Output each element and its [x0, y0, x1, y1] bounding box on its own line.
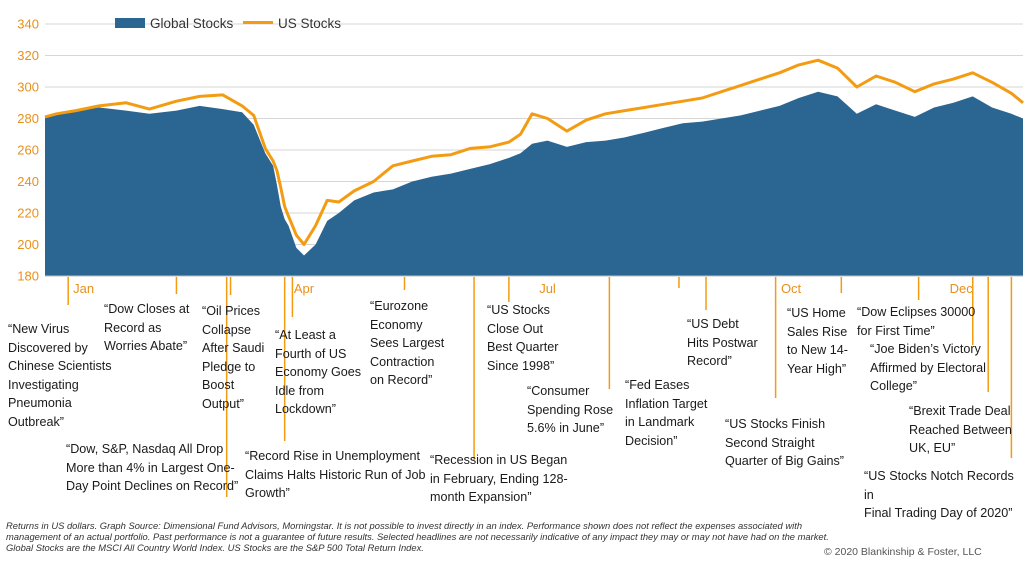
axes: 180 200 220 240 260 280 300 320 340 Jan Apr Jul Oct D…: [17, 17, 1023, 296]
headline-text: “US Stocks Finish Second Straight Quarte…: [725, 417, 844, 468]
headline-text: “New Virus Discovered by Chinese Scienti…: [8, 322, 112, 429]
headline-text: “Consumer Spending Rose 5.6% in June”: [527, 384, 614, 435]
x-tick-label: Apr: [294, 281, 315, 296]
legend-label-global: Global Stocks: [150, 16, 234, 31]
headline-text: “Dow, S&P, Nasdaq All Drop More than 4% …: [66, 442, 239, 493]
headline-text: “US Stocks Close Out Best Quarter Since …: [487, 303, 559, 373]
y-tick-label: 240: [17, 174, 39, 189]
headline-text: “Fed Eases Inflation Target in Landmark …: [625, 378, 708, 448]
headline-leader-lines: [67, 277, 1013, 497]
x-tick-label: Oct: [781, 281, 802, 296]
footnote: Returns in US dollars. Graph Source: Dim…: [6, 520, 829, 554]
headline-text: “Oil Prices Collapse After Saudi Pledge …: [202, 304, 265, 411]
headline-text: “Record Rise in Unemployment Claims Halt…: [245, 449, 426, 500]
legend-swatch-us: [243, 21, 273, 24]
headline-text: “Dow Eclipses 30000 for First Time”: [857, 305, 976, 338]
headline-text: “US Debt Hits Postwar Record”: [687, 317, 758, 368]
x-tick-label: Jul: [539, 281, 556, 296]
x-tick-label: Dec: [950, 281, 974, 296]
x-tick-label: Jan: [73, 281, 94, 296]
us-stocks-line-path: [44, 58, 1024, 246]
y-tick-label: 220: [17, 206, 39, 221]
y-tick-label: 260: [17, 143, 39, 158]
headline-text: “Eurozone Economy Sees Largest Contracti…: [370, 299, 445, 387]
headline-text: “US Home Sales Rise to New 14- Year High…: [787, 306, 848, 376]
y-tick-label: 180: [17, 269, 39, 284]
headline-text: “At Least a Fourth of US Economy Goes Id…: [275, 328, 362, 416]
legend: Global Stocks US Stocks: [115, 16, 341, 31]
us-stocks-line: [44, 58, 1024, 246]
copyright: © 2020 Blankinship & Foster, LLC: [824, 546, 982, 558]
global-stocks-area: [45, 91, 1023, 276]
headline-text: “US Stocks Notch Records in Final Tradin…: [864, 469, 1014, 520]
y-tick-label: 280: [17, 111, 39, 126]
y-tick-label: 200: [17, 237, 39, 252]
global-stocks-area-shape: [45, 91, 1023, 276]
headline-text: “Dow Closes at Record as Worries Abate”: [104, 302, 190, 353]
headline-text: “Brexit Trade Deal Reached Between UK, E…: [909, 404, 1012, 455]
headline-text: “Recession in US Began in February, Endi…: [430, 453, 568, 504]
y-tick-label: 300: [17, 80, 39, 95]
headline-text: “Joe Biden’s Victory Affirmed by Elector…: [870, 342, 986, 393]
legend-label-us: US Stocks: [278, 16, 341, 31]
y-tick-label: 340: [17, 17, 39, 32]
legend-swatch-global: [115, 18, 145, 28]
y-tick-label: 320: [17, 48, 39, 63]
